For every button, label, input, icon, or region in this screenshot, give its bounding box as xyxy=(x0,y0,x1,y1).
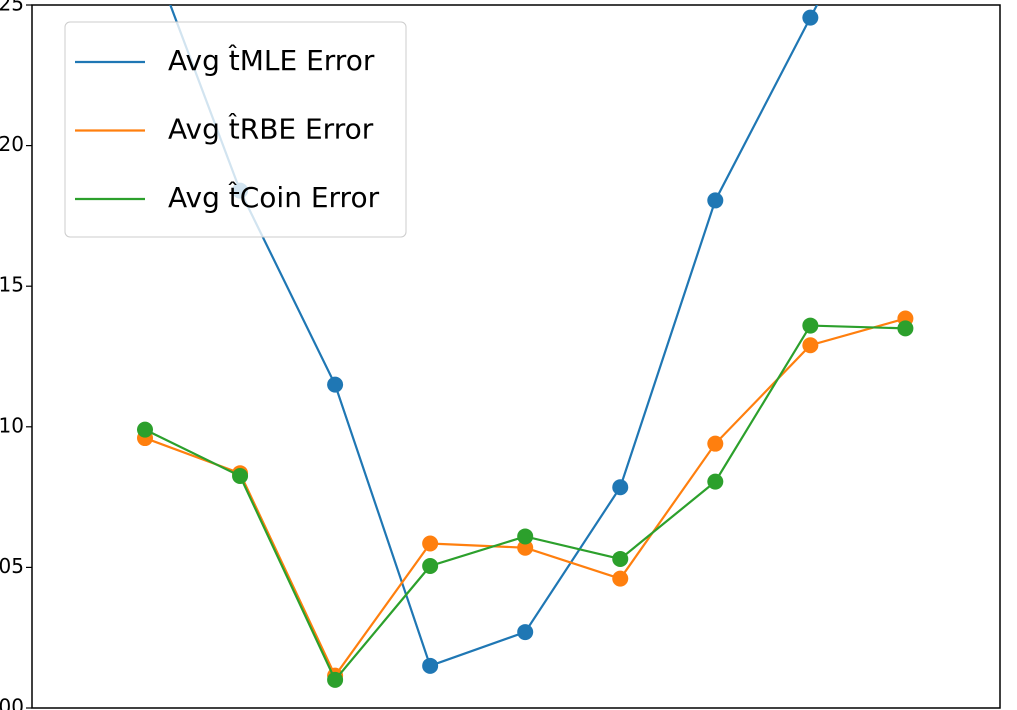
y-tick-label: 05 xyxy=(0,554,24,578)
legend: Avg t̂MLE Error Avg t̂RBE Error Avg t̂Coin… xyxy=(64,21,407,238)
point xyxy=(802,9,819,26)
point xyxy=(517,624,534,641)
point xyxy=(327,671,344,688)
y-tick-label: 15 xyxy=(0,273,24,297)
point xyxy=(137,421,153,438)
y-tick-label: 10 xyxy=(0,413,24,437)
point xyxy=(612,570,629,587)
point xyxy=(707,473,724,490)
y-tick-label: 20 xyxy=(0,132,24,156)
point xyxy=(422,657,439,674)
point xyxy=(612,550,629,567)
point xyxy=(802,337,819,354)
y-tick-label: 25 xyxy=(0,0,24,16)
point xyxy=(517,528,534,545)
point xyxy=(707,435,724,452)
point xyxy=(897,320,914,337)
point xyxy=(612,479,629,496)
point xyxy=(327,376,344,393)
legend-label: Avg t̂MLE Error xyxy=(168,44,375,77)
plot-frame xyxy=(31,4,1001,709)
point xyxy=(422,557,439,574)
legend-box xyxy=(64,21,407,238)
point xyxy=(517,539,534,556)
point xyxy=(707,192,724,209)
series-line xyxy=(144,317,906,678)
point xyxy=(422,535,439,552)
legend-label: Avg t̂Coin Error xyxy=(168,181,380,214)
y-tick-label: 00 xyxy=(0,695,24,710)
point xyxy=(802,317,819,334)
legend-label: Avg t̂RBE Error xyxy=(168,112,374,145)
plot-area xyxy=(137,5,914,688)
point xyxy=(232,468,249,485)
